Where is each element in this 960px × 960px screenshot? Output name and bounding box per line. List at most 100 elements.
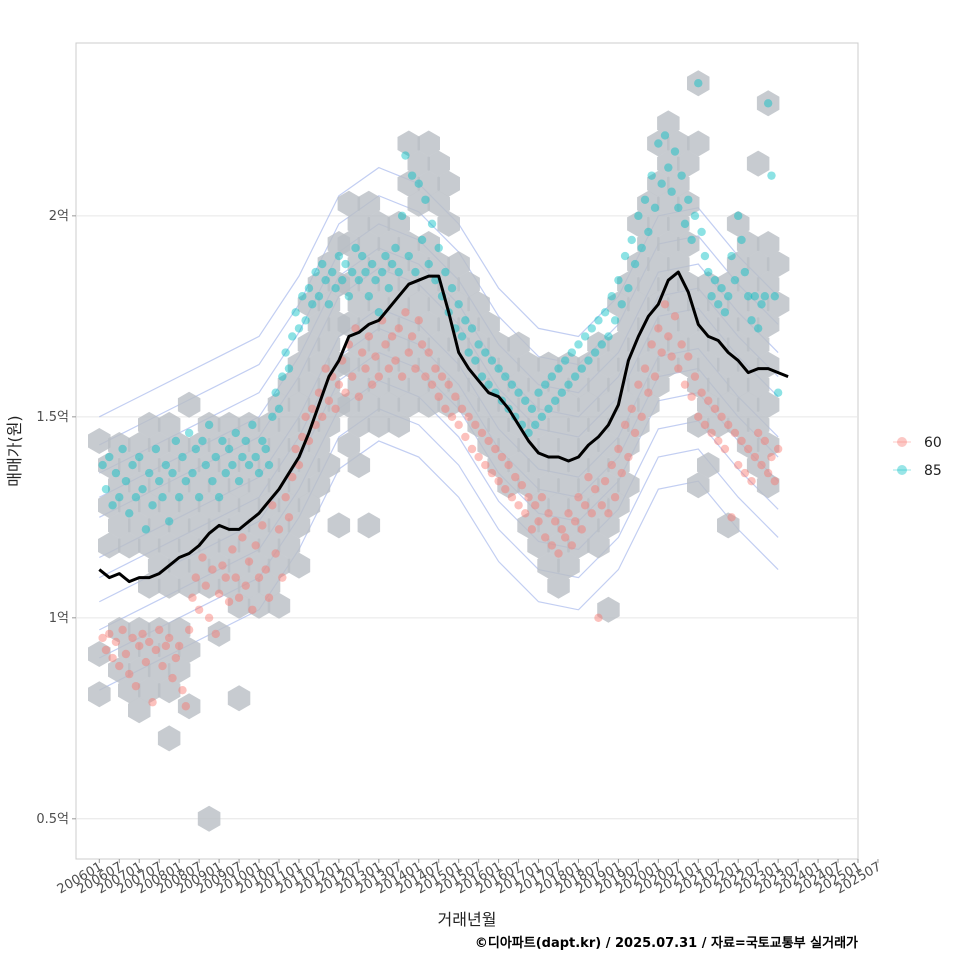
hexbin-cell [267, 592, 291, 619]
hexbin-cell [726, 371, 750, 398]
hexbin-cell [736, 311, 760, 338]
hexbin-cell [147, 657, 171, 684]
point-60 [288, 472, 297, 482]
hexbin-cell [667, 331, 690, 358]
point-85 [554, 364, 563, 373]
point-60 [750, 452, 760, 462]
hexbin-cell [627, 291, 650, 318]
hexbin-cell [447, 251, 470, 278]
hexbin-cell [417, 311, 440, 338]
point-60 [128, 633, 137, 643]
hexbin-cell [637, 391, 660, 418]
point-60 [394, 324, 403, 333]
hexbin-cell [377, 271, 401, 298]
point-85 [564, 380, 573, 389]
hexbin-cell [267, 391, 291, 418]
point-85 [527, 404, 537, 413]
hexbin-cell [627, 210, 650, 237]
hexbin-cell [567, 492, 590, 519]
hexbin-cell [347, 251, 371, 278]
point-85 [737, 235, 746, 245]
hexbin-cell [257, 532, 281, 559]
hexbin-cell [167, 512, 191, 539]
point-60 [444, 380, 453, 389]
point-60 [391, 356, 400, 365]
hexbin-cell [207, 620, 231, 647]
hexbin-cell [647, 130, 670, 157]
hexbin-cell [437, 170, 460, 197]
point-60 [271, 549, 280, 558]
point-60 [607, 460, 616, 470]
point-60 [710, 404, 720, 413]
point-60 [198, 553, 207, 562]
hexbin-cell [217, 411, 241, 438]
point-60 [477, 428, 487, 438]
point-85 [757, 300, 766, 309]
hexbin-cell [387, 331, 410, 358]
point-60 [497, 452, 507, 462]
point-85 [191, 444, 200, 454]
point-60 [154, 625, 164, 635]
hexbin-cell [237, 532, 261, 559]
hexbin-cell [537, 472, 560, 499]
hexbin-cell [287, 512, 311, 539]
hexbin-cell [317, 452, 341, 479]
hexbin-cell [647, 210, 670, 237]
hexbin-cell [197, 411, 221, 438]
point-60 [680, 380, 690, 389]
hexbin-cell [177, 532, 201, 559]
point-85 [411, 267, 420, 277]
point-85 [194, 493, 204, 502]
hexbin-cell [227, 472, 251, 499]
hexbin-cell [607, 492, 630, 519]
hexbin-cell [557, 391, 580, 418]
hexbin-cell [766, 291, 790, 318]
point-60 [141, 657, 151, 667]
point-60 [547, 541, 557, 550]
hexbin-cell [447, 331, 470, 358]
point-60 [238, 533, 247, 542]
point-60 [374, 372, 384, 381]
hexbin-cell [756, 391, 780, 418]
point-60 [145, 637, 154, 647]
point-60 [334, 380, 344, 389]
hexbin-cell [437, 391, 460, 418]
point-85 [188, 468, 197, 478]
hexbin-cell [517, 472, 540, 499]
hexbin-cell [427, 331, 450, 358]
point-85 [184, 428, 194, 438]
point-85 [181, 476, 191, 486]
hexbin-cell [627, 371, 650, 398]
hexbin-cell [307, 472, 331, 499]
point-85 [647, 171, 656, 180]
point-85 [773, 388, 783, 397]
point-60 [171, 653, 181, 663]
point-60 [261, 565, 270, 574]
point-85 [148, 501, 157, 510]
point-85 [740, 267, 750, 277]
point-60 [577, 525, 587, 534]
point-85 [587, 324, 596, 333]
hexbin-cell [607, 452, 630, 479]
point-85 [138, 484, 147, 494]
point-60 [105, 629, 114, 639]
hexbin-cell [527, 452, 550, 479]
point-60 [191, 573, 200, 582]
point-85 [171, 436, 181, 446]
hexbin-cell [347, 291, 371, 318]
hexbin-cell [746, 291, 770, 318]
point-85 [724, 292, 733, 301]
point-60 [587, 509, 596, 518]
hexbin-cell [587, 371, 610, 398]
hexbin-cell [118, 677, 141, 704]
hexbin-cell [667, 291, 690, 318]
hexbin-cell [677, 150, 700, 177]
point-85 [414, 179, 423, 188]
hexbin-cell [557, 552, 580, 579]
hexbin-cell [157, 637, 181, 663]
point-85 [151, 444, 161, 454]
hexbin-cell [317, 411, 341, 438]
hexbin-cell [417, 351, 440, 378]
point-85 [607, 292, 616, 301]
point-60 [567, 541, 577, 550]
